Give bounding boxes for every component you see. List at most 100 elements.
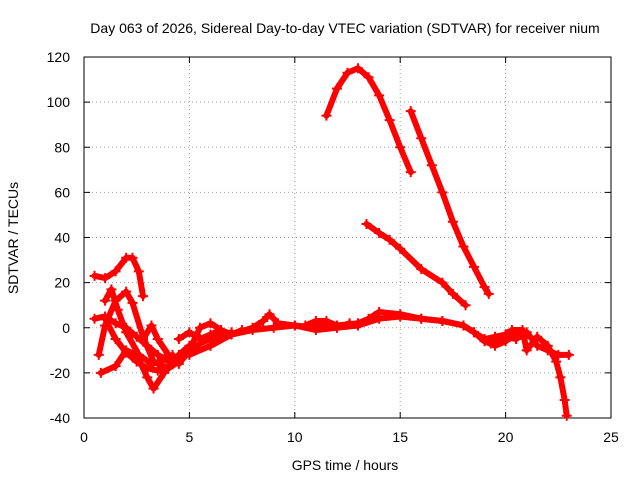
- x-tick-label: 15: [392, 429, 408, 445]
- data-point: [521, 327, 532, 338]
- data-layer: [89, 63, 574, 421]
- data-point: [127, 297, 138, 308]
- data-point: [121, 347, 132, 358]
- series-track-7: [138, 318, 227, 369]
- data-point: [205, 329, 216, 340]
- data-point: [121, 286, 132, 297]
- data-point: [342, 67, 353, 78]
- data-point: [205, 318, 216, 329]
- data-point: [374, 306, 385, 317]
- y-tick-label: 20: [54, 275, 70, 291]
- data-point: [138, 334, 149, 345]
- data-point: [395, 243, 406, 254]
- series-track-16: [479, 327, 574, 360]
- data-point: [258, 315, 269, 326]
- data-point: [416, 133, 427, 144]
- data-point: [264, 309, 275, 320]
- data-point: [226, 329, 237, 340]
- data-point: [110, 266, 121, 277]
- y-tick-label: 80: [54, 139, 70, 155]
- data-point: [112, 304, 123, 315]
- data-point: [479, 334, 490, 345]
- data-point: [437, 315, 448, 326]
- data-point: [268, 322, 279, 333]
- y-ticks: -40 -20 0 20 40 60 80 100 120: [47, 49, 611, 426]
- data-point: [374, 90, 385, 101]
- data-point: [106, 284, 117, 295]
- data-point: [110, 318, 121, 329]
- chart-title: Day 063 of 2026, Sidereal Day-to-day VTE…: [90, 20, 599, 36]
- data-point: [384, 115, 395, 126]
- data-point: [460, 300, 471, 311]
- data-point: [458, 241, 469, 252]
- data-point: [321, 315, 332, 326]
- data-point: [146, 320, 157, 331]
- data-point: [405, 167, 416, 178]
- data-point: [173, 334, 184, 345]
- y-tick-label: 0: [62, 320, 70, 336]
- data-point: [395, 142, 406, 153]
- data-point: [163, 363, 174, 374]
- data-point: [205, 340, 216, 351]
- data-point: [553, 349, 564, 360]
- data-point: [194, 322, 205, 333]
- data-point: [500, 329, 511, 340]
- data-point: [152, 334, 163, 345]
- data-point: [479, 282, 490, 293]
- data-point: [353, 318, 364, 329]
- series-track-14: [361, 218, 471, 311]
- data-point: [95, 367, 106, 378]
- data-point: [148, 383, 159, 394]
- data-point: [561, 410, 572, 421]
- y-tick-label: 40: [54, 230, 70, 246]
- x-tick-label: 10: [287, 429, 303, 445]
- x-tick-label: 0: [80, 429, 88, 445]
- data-point: [152, 349, 163, 360]
- y-tick-label: -40: [50, 410, 70, 426]
- data-point: [300, 320, 311, 331]
- series-track-11: [300, 306, 532, 351]
- data-point: [395, 309, 406, 320]
- data-point: [89, 270, 100, 281]
- data-point: [458, 320, 469, 331]
- series-line: [323, 65, 414, 176]
- x-tick-label: 5: [186, 429, 194, 445]
- y-tick-label: 120: [47, 49, 71, 65]
- data-point: [142, 363, 153, 374]
- data-point: [163, 349, 174, 360]
- data-point: [468, 327, 479, 338]
- data-point: [93, 349, 104, 360]
- y-axis-label: SDTVAR / TECUs: [5, 182, 21, 294]
- y-tick-label: 60: [54, 184, 70, 200]
- series-track-13: [405, 106, 494, 299]
- data-point: [563, 349, 574, 360]
- data-point: [361, 218, 372, 229]
- data-point: [247, 325, 258, 336]
- data-point: [110, 334, 121, 345]
- data-point: [437, 187, 448, 198]
- data-point: [542, 345, 553, 356]
- data-point: [152, 365, 163, 376]
- data-point: [416, 313, 427, 324]
- data-point: [110, 361, 121, 372]
- y-tick-label: -20: [50, 365, 70, 381]
- data-point: [426, 160, 437, 171]
- data-point: [310, 315, 321, 326]
- data-point: [416, 264, 427, 275]
- data-point: [555, 372, 566, 383]
- data-point: [142, 340, 153, 351]
- series-line: [502, 327, 570, 419]
- data-point: [551, 356, 562, 367]
- series-track-12: [321, 63, 416, 178]
- data-point: [289, 320, 300, 331]
- data-point: [100, 273, 111, 284]
- data-point: [405, 106, 416, 117]
- y-tick-label: 100: [47, 94, 71, 110]
- data-point: [321, 110, 332, 121]
- data-point: [363, 72, 374, 83]
- data-point: [133, 266, 144, 277]
- data-point: [353, 63, 364, 74]
- data-point: [89, 313, 100, 324]
- data-point: [331, 83, 342, 94]
